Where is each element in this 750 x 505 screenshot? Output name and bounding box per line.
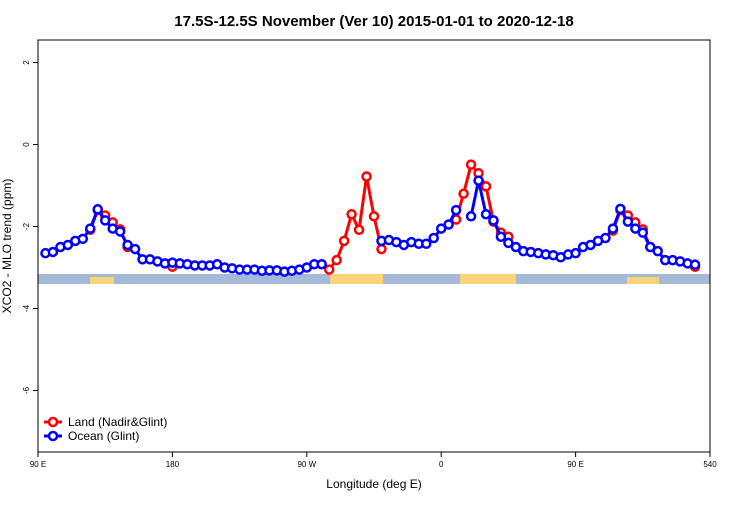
x-tick-label: 180 xyxy=(166,460,180,469)
data-point xyxy=(450,204,462,216)
x-tick-label: 90 E xyxy=(567,460,583,469)
y-tick-label: -6 xyxy=(22,386,31,394)
data-point xyxy=(421,238,432,249)
data-point xyxy=(503,237,514,249)
data-point xyxy=(368,211,380,222)
data-point xyxy=(85,223,96,234)
data-point xyxy=(689,259,701,270)
data-point xyxy=(585,239,596,251)
data-point xyxy=(510,241,522,253)
data-point xyxy=(92,204,103,215)
data-point xyxy=(465,159,477,170)
data-point xyxy=(114,226,126,237)
data-point xyxy=(77,233,89,245)
legend-marker xyxy=(47,416,59,428)
data-point xyxy=(630,223,641,234)
data-point xyxy=(622,216,634,227)
y-tick-label: 2 xyxy=(22,60,31,65)
data-point xyxy=(473,175,484,186)
data-point xyxy=(443,219,454,230)
data-point xyxy=(47,246,59,258)
data-point xyxy=(129,243,141,255)
land-strip xyxy=(330,274,383,284)
legend-marker xyxy=(47,430,59,442)
land-strip xyxy=(627,277,659,284)
data-point xyxy=(428,232,439,244)
data-point xyxy=(331,254,342,266)
data-point xyxy=(316,258,327,270)
data-point xyxy=(361,171,372,182)
plot-frame xyxy=(37,39,711,453)
data-point xyxy=(570,247,581,259)
legend-label: Ocean (Glint) xyxy=(68,429,139,443)
x-tick-label: 540 xyxy=(703,460,717,469)
data-point xyxy=(376,243,387,255)
x-tick-label: 90 W xyxy=(297,460,316,469)
data-point xyxy=(480,208,492,220)
land-strip xyxy=(90,277,114,284)
land-strip xyxy=(460,274,516,284)
data-point xyxy=(637,227,649,238)
data-point xyxy=(615,203,626,215)
x-axis-label: Longitude (deg E) xyxy=(326,477,421,491)
data-point xyxy=(607,223,619,234)
x-tick-label: 0 xyxy=(439,460,444,469)
data-point xyxy=(495,231,507,243)
y-axis-label: XCO2 - MLO trend (ppm) xyxy=(0,179,14,314)
data-point xyxy=(480,181,492,192)
data-point xyxy=(346,208,357,220)
series-line xyxy=(90,165,695,270)
y-tick-label: -4 xyxy=(22,304,31,312)
data-point xyxy=(353,224,365,236)
legend-label: Land (Nadir&Glint) xyxy=(68,415,167,429)
data-point xyxy=(600,232,611,244)
surface-strip xyxy=(38,274,710,284)
y-tick-label: -2 xyxy=(22,222,31,230)
x-tick-label: 90 E xyxy=(30,460,46,469)
data-point xyxy=(458,188,469,199)
chart-title: 17.5S-12.5S November (Ver 10) 2015-01-01… xyxy=(174,13,573,30)
data-point xyxy=(99,215,111,226)
data-point xyxy=(62,239,74,251)
data-point xyxy=(338,235,350,247)
data-point xyxy=(645,241,656,253)
data-point xyxy=(435,223,447,234)
data-point xyxy=(122,239,133,251)
data-point xyxy=(488,215,499,226)
data-point xyxy=(652,245,663,257)
data-point xyxy=(465,211,477,222)
y-tick-label: 0 xyxy=(22,142,31,147)
data-point xyxy=(323,264,335,275)
